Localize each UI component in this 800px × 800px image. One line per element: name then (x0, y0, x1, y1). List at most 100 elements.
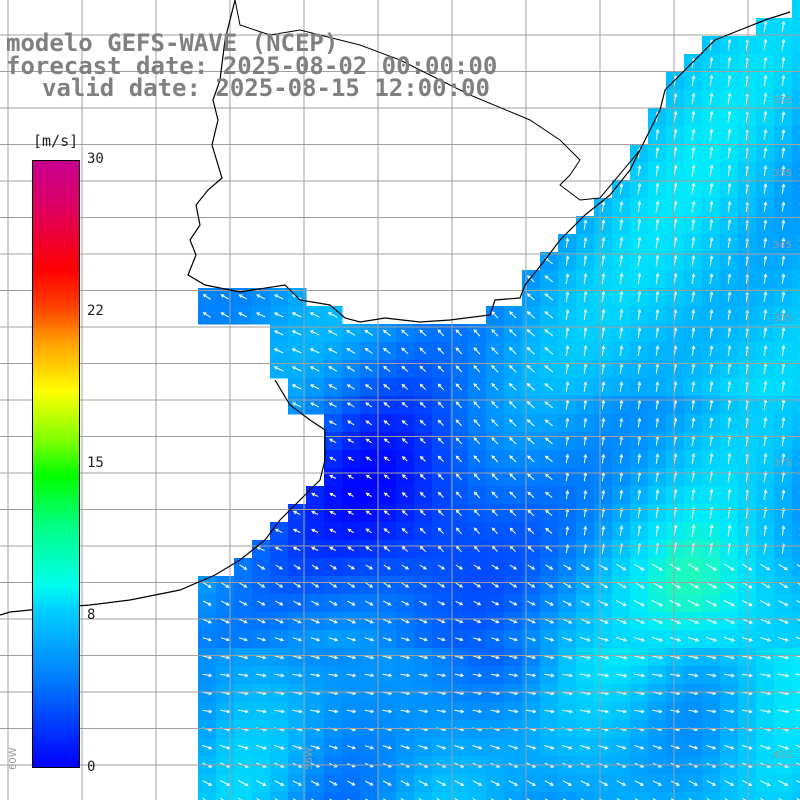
wind-arrow (526, 382, 535, 391)
wind-arrow (473, 383, 481, 391)
wind-arrow (616, 745, 627, 750)
wind-arrow (509, 437, 517, 445)
wind-arrow (526, 673, 537, 678)
wind-arrow (781, 237, 786, 248)
wind-cell (342, 792, 361, 800)
wind-arrow (781, 183, 786, 194)
wind-arrow (655, 453, 660, 464)
wind-arrow (347, 492, 354, 498)
wind-arrow (400, 709, 411, 714)
wind-arrow (491, 311, 499, 319)
wind-arrow (526, 275, 535, 283)
wind-arrow (437, 564, 446, 570)
wind-arrow (723, 636, 736, 642)
wind-arrow (709, 146, 714, 159)
wind-arrow (347, 780, 356, 786)
wind-arrow (562, 637, 573, 642)
wind-cell (792, 468, 800, 487)
wind-arrow (437, 619, 446, 624)
wind-arrow (491, 600, 500, 606)
wind-arrow (781, 129, 786, 140)
wind-arrow (472, 655, 482, 660)
wind-cell (792, 360, 800, 379)
wind-cell (774, 792, 793, 800)
wind-arrow (763, 74, 768, 87)
wind-arrow (347, 600, 356, 606)
wind-cell (792, 504, 800, 523)
wind-arrow (763, 452, 768, 465)
wind-arrow (347, 510, 354, 516)
wind-arrow (545, 582, 554, 588)
wind-arrow (526, 655, 537, 660)
wind-arrow (634, 780, 645, 786)
wind-arrow (544, 455, 553, 463)
wind-arrow (509, 491, 517, 499)
colorbar-tick-15: 15 (87, 455, 104, 471)
wind-arrow (601, 326, 606, 339)
wind-cell (792, 522, 800, 541)
wind-arrow (400, 673, 411, 678)
wind-arrow (309, 330, 320, 336)
wind-arrow (473, 347, 481, 355)
wind-arrow (544, 709, 555, 714)
wind-arrow (615, 655, 628, 660)
wind-arrow (418, 798, 423, 800)
wind-arrow (709, 236, 714, 249)
wind-cell (756, 792, 775, 800)
wind-arrow (615, 618, 627, 624)
wind-arrow (526, 419, 535, 427)
wind-arrow (437, 455, 444, 462)
wind-arrow (455, 365, 463, 373)
wind-arrow (759, 673, 772, 678)
wind-arrow (473, 365, 481, 373)
wind-cell (792, 180, 800, 199)
wind-arrow (562, 780, 573, 786)
wind-arrow (705, 581, 717, 589)
wind-cell (450, 792, 469, 800)
wind-arrow (437, 637, 446, 642)
wind-arrow (329, 474, 337, 479)
wind-arrow (473, 637, 482, 642)
wind-arrow (727, 182, 732, 195)
wind-arrow (365, 582, 374, 588)
wind-arrow (706, 655, 717, 660)
wind-arrow (580, 637, 591, 642)
wind-arrow (760, 563, 771, 571)
wind-cell (792, 630, 800, 649)
wind-arrow (509, 619, 518, 624)
wind-arrow (709, 110, 714, 123)
wind-arrow (382, 780, 392, 786)
wind-arrow (292, 780, 303, 786)
wind-arrow (655, 236, 660, 249)
wind-arrow (239, 600, 248, 606)
wind-arrow (364, 329, 374, 337)
wind-arrow (401, 582, 410, 588)
wind-cell (792, 324, 800, 343)
wind-arrow (759, 709, 772, 714)
wind-arrow (601, 201, 606, 212)
wind-arrow (706, 780, 717, 786)
wind-arrow (346, 366, 355, 372)
wind-arrow (527, 491, 535, 499)
wind-arrow (651, 655, 664, 660)
wind-arrow (583, 272, 588, 285)
lon-label-60w: 60W (8, 747, 19, 770)
wind-arrow (383, 600, 392, 606)
wind-arrow (383, 528, 391, 534)
wind-arrow (742, 581, 753, 589)
wind-arrow (274, 655, 285, 660)
wind-arrow (473, 582, 482, 588)
wind-arrow (687, 599, 700, 607)
wind-arrow (364, 365, 373, 372)
wind-arrow (257, 618, 266, 624)
wind-arrow (419, 564, 428, 570)
wind-cell (792, 432, 800, 451)
wind-arrow (615, 600, 627, 606)
wind-cell (270, 792, 289, 800)
colorbar-tick-0: 0 (87, 759, 96, 775)
wind-arrow (238, 655, 249, 660)
wind-arrow (655, 254, 660, 267)
wind-arrow (691, 327, 696, 338)
wind-arrow (509, 455, 517, 463)
